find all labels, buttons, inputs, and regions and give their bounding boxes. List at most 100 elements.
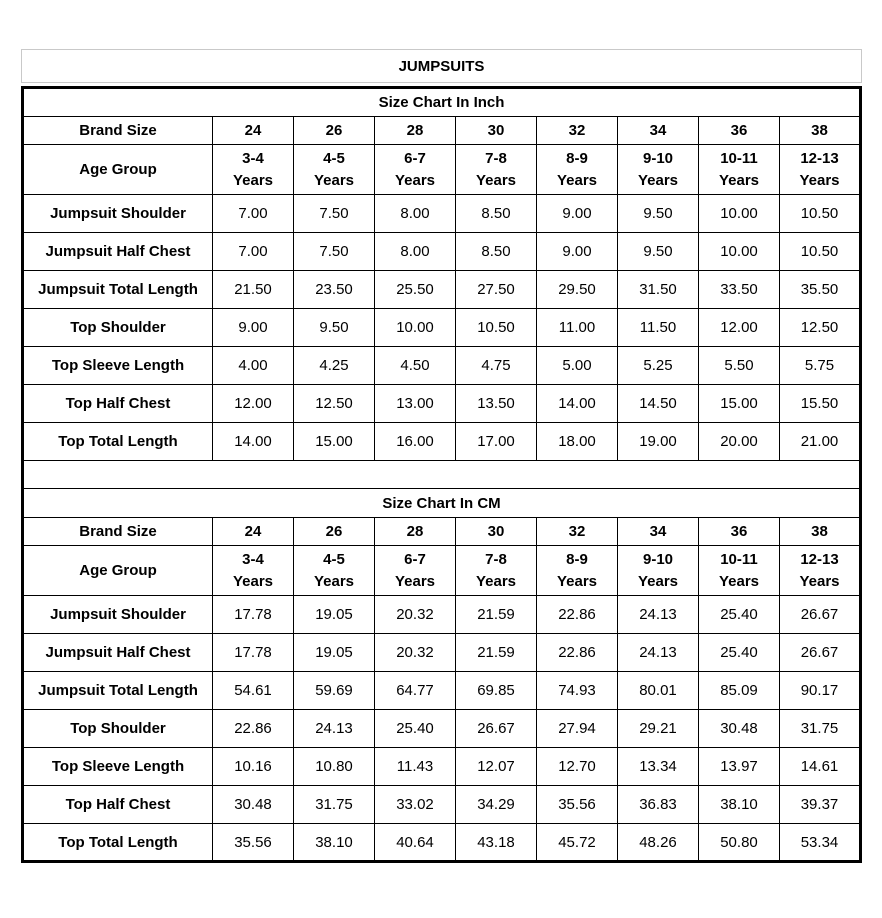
cell-value: 15.00	[698, 384, 780, 423]
cell-value: 25.40	[374, 709, 456, 748]
section-title: Size Chart In CM	[22, 488, 861, 518]
brand-size-value: 24	[212, 116, 294, 145]
cell-value: 14.00	[536, 384, 618, 423]
cell-value: 40.64	[374, 823, 456, 862]
page-title: JUMPSUITS	[21, 49, 862, 83]
age-group-value: 8-9 Years	[536, 144, 618, 195]
age-group-value: 3-4 Years	[212, 545, 294, 596]
cell-value: 9.00	[212, 308, 294, 347]
brand-size-value: 28	[374, 116, 456, 145]
cell-value: 13.00	[374, 384, 456, 423]
cell-value: 27.50	[455, 270, 537, 309]
age-group-value: 10-11 Years	[698, 144, 780, 195]
cell-value: 19.00	[617, 422, 699, 461]
cell-value: 14.50	[617, 384, 699, 423]
cell-value: 35.56	[212, 823, 294, 862]
brand-size-value: 36	[698, 517, 780, 546]
age-group-value: 8-9 Years	[536, 545, 618, 596]
age-range: 12-13	[800, 149, 839, 167]
age-group-value: 4-5 Years	[293, 545, 375, 596]
section-title: Size Chart In Inch	[22, 87, 861, 117]
cell-value: 10.00	[698, 232, 780, 271]
cell-value: 10.00	[698, 194, 780, 233]
cell-value: 7.00	[212, 232, 294, 271]
age-suffix: Years	[394, 572, 436, 590]
cell-value: 12.00	[212, 384, 294, 423]
cell-value: 8.00	[374, 232, 456, 271]
cell-value: 35.50	[779, 270, 861, 309]
row-label: Top Total Length	[22, 823, 213, 862]
cell-value: 30.48	[698, 709, 780, 748]
cell-value: 59.69	[293, 671, 375, 710]
age-suffix: Years	[556, 572, 598, 590]
measurement-row: Top Half Chest 12.00 12.50 13.00 13.50 14.00 1…	[22, 384, 861, 423]
age-group-value: 9-10 Years	[617, 545, 699, 596]
cell-value: 11.00	[536, 308, 618, 347]
cell-value: 64.77	[374, 671, 456, 710]
cell-value: 21.59	[455, 595, 537, 634]
cell-value: 22.86	[536, 595, 618, 634]
cell-value: 11.50	[617, 308, 699, 347]
measurement-row: Top Total Length 35.56 38.10 40.64 43.18 45.7…	[22, 823, 861, 862]
cell-value: 31.75	[293, 785, 375, 824]
row-label: Jumpsuit Total Length	[22, 671, 213, 710]
row-label: Top Shoulder	[22, 308, 213, 347]
cell-value: 17.00	[455, 422, 537, 461]
age-group-value: 6-7 Years	[374, 144, 456, 195]
age-group-value: 7-8 Years	[455, 144, 537, 195]
age-range: 10-11	[720, 550, 758, 568]
cell-value: 14.00	[212, 422, 294, 461]
cell-value: 12.00	[698, 308, 780, 347]
age-suffix: Years	[313, 171, 355, 189]
cell-value: 34.29	[455, 785, 537, 824]
cell-value: 20.32	[374, 633, 456, 672]
brand-size-value: 34	[617, 116, 699, 145]
age-suffix: Years	[718, 572, 760, 590]
age-suffix: Years	[232, 171, 274, 189]
cell-value: 5.50	[698, 346, 780, 385]
measurement-row: Jumpsuit Half Chest 7.00 7.50 8.00 8.50 9.00 9…	[22, 232, 861, 271]
cell-value: 21.59	[455, 633, 537, 672]
spacer-cell	[22, 460, 861, 489]
brand-size-value: 34	[617, 517, 699, 546]
measurement-row: Jumpsuit Total Length 21.50 23.50 25.50 27.5…	[22, 270, 861, 309]
cell-value: 17.78	[212, 633, 294, 672]
cell-value: 26.67	[779, 633, 861, 672]
cell-value: 10.50	[455, 308, 537, 347]
cell-value: 30.48	[212, 785, 294, 824]
age-group-row: Age Group 3-4 Years 4-5 Years 6-7 Years 7-8 Year…	[22, 144, 861, 195]
cell-value: 39.37	[779, 785, 861, 824]
cell-value: 12.50	[293, 384, 375, 423]
measurement-row: Top Total Length 14.00 15.00 16.00 17.00 18.0…	[22, 422, 861, 461]
age-group-value: 10-11 Years	[698, 545, 780, 596]
cell-value: 10.80	[293, 747, 375, 786]
brand-size-label: Brand Size	[22, 116, 213, 145]
cell-value: 27.94	[536, 709, 618, 748]
cell-value: 54.61	[212, 671, 294, 710]
cell-value: 85.09	[698, 671, 780, 710]
cell-value: 5.25	[617, 346, 699, 385]
row-label: Top Half Chest	[22, 384, 213, 423]
cell-value: 38.10	[698, 785, 780, 824]
age-suffix: Years	[799, 171, 840, 189]
age-group-value: 4-5 Years	[293, 144, 375, 195]
cell-value: 10.50	[779, 232, 861, 271]
cell-value: 8.00	[374, 194, 456, 233]
age-suffix: Years	[637, 171, 679, 189]
cell-value: 74.93	[536, 671, 618, 710]
cell-value: 19.05	[293, 633, 375, 672]
cell-value: 48.26	[617, 823, 699, 862]
section-header-row: Size Chart In CM	[22, 488, 861, 518]
cell-value: 35.56	[536, 785, 618, 824]
cell-value: 36.83	[617, 785, 699, 824]
cell-value: 7.00	[212, 194, 294, 233]
age-suffix: Years	[313, 572, 355, 590]
cell-value: 24.13	[617, 633, 699, 672]
cell-value: 13.97	[698, 747, 780, 786]
brand-size-value: 30	[455, 517, 537, 546]
cell-value: 33.50	[698, 270, 780, 309]
measurement-row: Top Sleeve Length 10.16 10.80 11.43 12.07 12.…	[22, 747, 861, 786]
brand-size-value: 38	[779, 517, 861, 546]
cell-value: 31.75	[779, 709, 861, 748]
cell-value: 9.50	[617, 194, 699, 233]
